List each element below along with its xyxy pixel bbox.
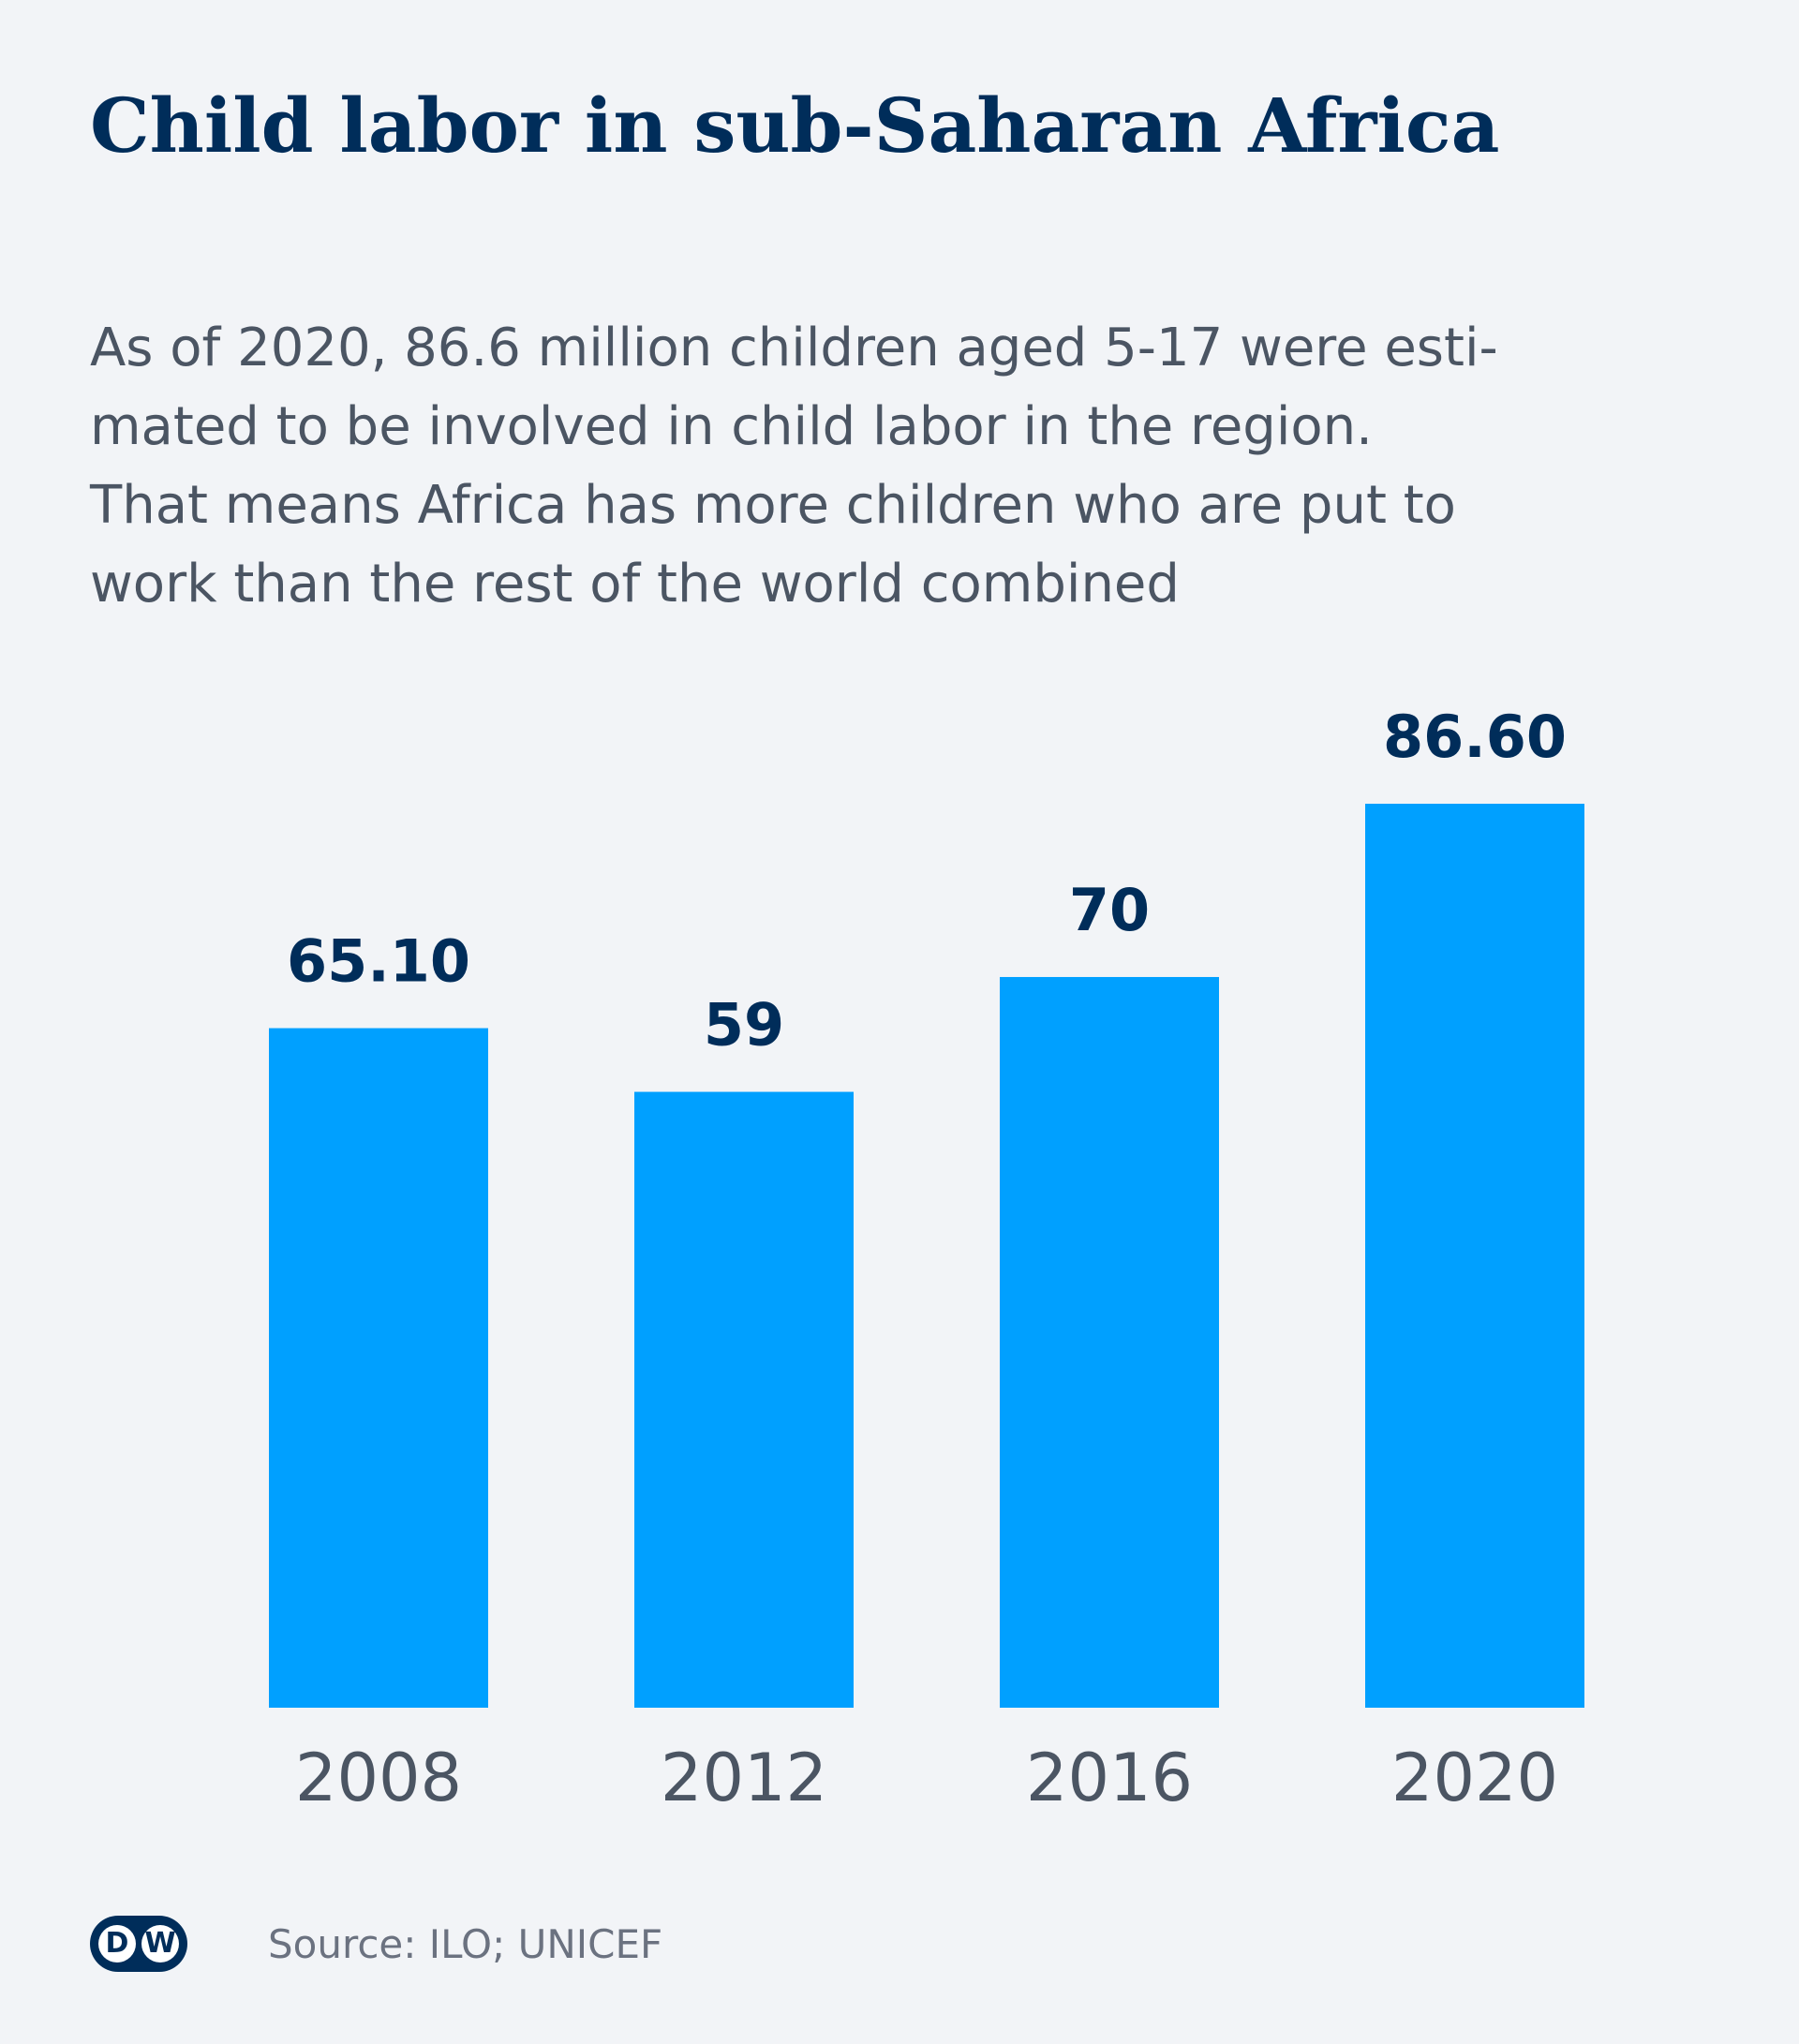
bar-2012 <box>634 1091 854 1708</box>
x-tick-label-2016: 2016 <box>1026 1740 1193 1816</box>
value-label-2016: 70 <box>1069 876 1150 944</box>
dw-logo: D W <box>90 1916 187 1972</box>
source-note: Source: ILO; UNICEF <box>268 1920 663 1967</box>
chart-title: Child labor in sub-Saharan Africa <box>90 81 1500 170</box>
x-tick-label-2012: 2012 <box>661 1740 827 1816</box>
x-tick-label-2008: 2008 <box>295 1740 462 1816</box>
dw-logo-letter-d: D <box>98 1925 136 1963</box>
value-label-2008: 65.10 <box>287 927 470 996</box>
x-tick-label-2020: 2020 <box>1391 1740 1558 1816</box>
value-label-2012: 59 <box>704 991 784 1059</box>
bar-2020 <box>1365 804 1584 1708</box>
subtitle-line: mated to be involved in child labor in t… <box>90 396 1373 457</box>
chart-subtitle: As of 2020, 86.6 million children aged 5… <box>90 309 1739 624</box>
footer: D W Source: ILO; UNICEF <box>90 1911 662 1977</box>
subtitle-line: As of 2020, 86.6 million children aged 5… <box>90 318 1498 378</box>
subtitle-line: That means Africa has more children who … <box>90 475 1456 536</box>
bar-2016 <box>1000 976 1219 1708</box>
value-label-2020: 86.60 <box>1383 703 1567 771</box>
dw-logo-letter-w: W <box>141 1925 179 1963</box>
bar-2008 <box>269 1028 488 1708</box>
subtitle-line: work than the rest of the world combined <box>90 554 1180 615</box>
